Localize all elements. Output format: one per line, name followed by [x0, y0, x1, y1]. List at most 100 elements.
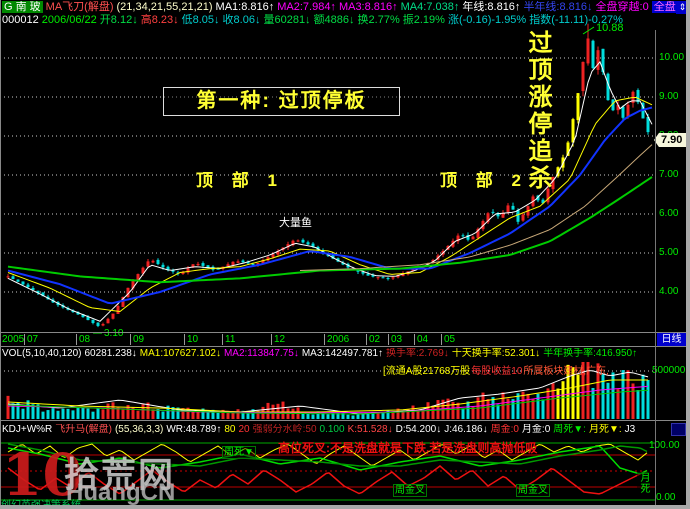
kdj-header-segment: 月金:0 — [521, 424, 551, 435]
info-segment: 年线:8.816↑ — [462, 1, 521, 13]
kdj-header-segment: KDJ+W%R — [2, 424, 53, 435]
y-axis-label: 6.00 — [659, 208, 679, 219]
vol-header-segment: VOL(5,10,40,120) — [2, 348, 82, 359]
kdj-axis-top: 100.00 — [649, 440, 680, 451]
divider — [0, 332, 690, 333]
quote-segment: 额4886↓ — [313, 14, 355, 26]
info-segment: MA飞刀(解盘) — [45, 1, 114, 13]
x-axis-label: 2006 — [324, 334, 349, 345]
quote-segment: 涨(-0.16)-1.95% — [447, 14, 527, 26]
ma-lines — [7, 60, 653, 322]
annotation-vertical: 过顶涨停追杀 — [524, 30, 551, 192]
x-axis-label: 05 — [441, 334, 455, 345]
kdj-lines — [7, 443, 648, 495]
x-axis-label: 11 — [222, 334, 235, 345]
window-border-right — [686, 0, 690, 509]
kdj-header-segment: 0.100 — [319, 424, 345, 435]
window-border-left — [0, 0, 1, 509]
annotation-volume-note: 大量鱼 — [279, 217, 312, 229]
vol-header-segment: MA2:113847.75↓ — [223, 348, 299, 359]
vol-header-segment: 60281.238↓ — [84, 348, 137, 359]
kdj-header-segment: D:54.200↓ — [395, 424, 442, 435]
topbar-row1: G 南 玻 MA飞刀(解盘) (21,34,21,55,21,21) MA1:8.81… — [2, 1, 676, 14]
kdj-header-segment: (55,36,3,3) — [114, 424, 164, 435]
y-axis-label: 4.00 — [659, 286, 679, 297]
info-segment: 半年线:8.816↓ — [523, 1, 593, 13]
info-segment: MA1:8.816↑ — [215, 1, 275, 13]
watermark-number: 10 — [2, 441, 83, 509]
quote-segment: 低8.05↓ — [181, 14, 220, 26]
quote-segment: 高8.23↓ — [140, 14, 179, 26]
vol-overlay-segment: [流通A股21768万股 — [383, 366, 471, 377]
kdj-header-segment: 月死▼: — [588, 424, 622, 435]
volume-bars — [6, 362, 650, 419]
x-axis-label: 07 — [24, 334, 38, 345]
info-segment: 全盘穿 — [651, 1, 676, 13]
divider — [0, 420, 690, 421]
quote-segment: 换2.77% — [357, 14, 400, 26]
y-axis-label: 7.00 — [659, 169, 679, 180]
high-price-label: 10.88 — [596, 22, 624, 34]
volume-header: VOL(5,10,40,120) 60281.238↓ MA1:107627.102… — [2, 348, 686, 360]
info-segment: 全盘穿越:0 — [595, 1, 649, 13]
quote-segment: 量60281↓ — [263, 14, 311, 26]
quote-segment: 振2.19% — [402, 14, 445, 26]
kdj-header-segment: 周死▼: — [553, 424, 586, 435]
indicator-flag: 周金叉 — [393, 484, 427, 497]
annotation-box-title: 第一种: 过顶停板 — [163, 87, 400, 116]
volume-ma-lines — [7, 370, 649, 415]
quote-segment: 指数(-11.11)-0.27% — [529, 14, 623, 26]
kdj-header-segment: 周金:0 — [490, 424, 519, 435]
kdj-header-segment: 强弱分水岭:50 — [252, 424, 317, 435]
period-badge[interactable]: 日线 — [657, 333, 686, 346]
x-axis-label: 2005 — [2, 334, 25, 345]
kdj-warning-text: 高位死叉:不是洗盘就是下跌,若是洗盘则高抛低吸 — [278, 441, 538, 455]
indicator-flag: 周金叉 — [516, 484, 550, 497]
vol-overlay-segment: 每股收益10 — [471, 366, 523, 377]
watermark-site-name: 拾荒网 — [64, 456, 176, 495]
vol-header-segment: 十天换手率:52.301↓ — [451, 348, 541, 359]
x-axis-label: 09 — [130, 334, 144, 345]
annotation-ticks — [93, 26, 595, 334]
axis-divider — [655, 30, 656, 505]
annotation-top1: 顶 部 1 — [196, 171, 284, 190]
corner-system-label: 创幻英强决策系统 — [1, 496, 81, 509]
topbar-row2: 000012 2006/06/22 开8.12↓ 高8.23↓ 低8.05↓ 收8.06↓… — [2, 14, 676, 27]
volume-overlay: [流通A股21768万股每股收益10所属板块建材,广东, — [383, 362, 610, 377]
divider — [0, 346, 690, 347]
info-segment: G 南 玻 — [2, 1, 43, 13]
indicator-value-box — [671, 423, 686, 436]
indicator-flag: 月死 — [637, 472, 650, 494]
window-border-bottom — [0, 505, 690, 509]
kdj-header-segment: J3 — [624, 424, 636, 435]
scroll-arrows-icon[interactable]: ⇕ — [676, 1, 689, 14]
volume-axis-label: 500000 — [652, 365, 686, 376]
kdj-header-segment: 飞升马(解盘) — [55, 424, 112, 435]
x-axis-label: 12 — [271, 334, 285, 345]
x-axis-label: 03 — [388, 334, 402, 345]
info-segment: MA4:7.038↑ — [400, 1, 460, 13]
last-price-badge: 7.90 — [654, 133, 689, 147]
info-segment: MA3:8.816↑ — [338, 1, 398, 13]
x-axis-label: 02 — [366, 334, 380, 345]
x-axis-label: 04 — [414, 334, 428, 345]
y-axis-label: 10.00 — [659, 52, 685, 63]
kdj-header: KDJ+W%R 飞升马(解盘) (55,36,3,3) WR:48.789↑ 80 20 强… — [2, 424, 686, 436]
x-axis-label: 08 — [76, 334, 90, 345]
watermark-site-url: HuangCN — [66, 479, 176, 506]
quote-segment: 2006/06/22 — [41, 14, 97, 26]
kdj-header-segment: 20 — [238, 424, 250, 435]
low-price-label: 3.10 — [104, 328, 124, 339]
kdj-axis-bottom: 0.00 — [656, 492, 676, 503]
vol-header-segment: 换手率:2.769↓ — [386, 348, 449, 359]
indicator-flag: 周死▼ — [222, 446, 256, 459]
vol-header-segment: MA1:107627.102↓ — [139, 348, 221, 359]
quote-segment: 开8.12↓ — [99, 14, 138, 26]
x-axis-label: 10 — [184, 334, 198, 345]
vol-header-segment: MA3:142497.781↑ — [301, 348, 383, 359]
kdj-header-segment: K:51.528↓ — [347, 424, 393, 435]
y-axis-label: 9.00 — [659, 91, 679, 102]
info-segment: (21,34,21,55,21,21) — [116, 1, 213, 13]
